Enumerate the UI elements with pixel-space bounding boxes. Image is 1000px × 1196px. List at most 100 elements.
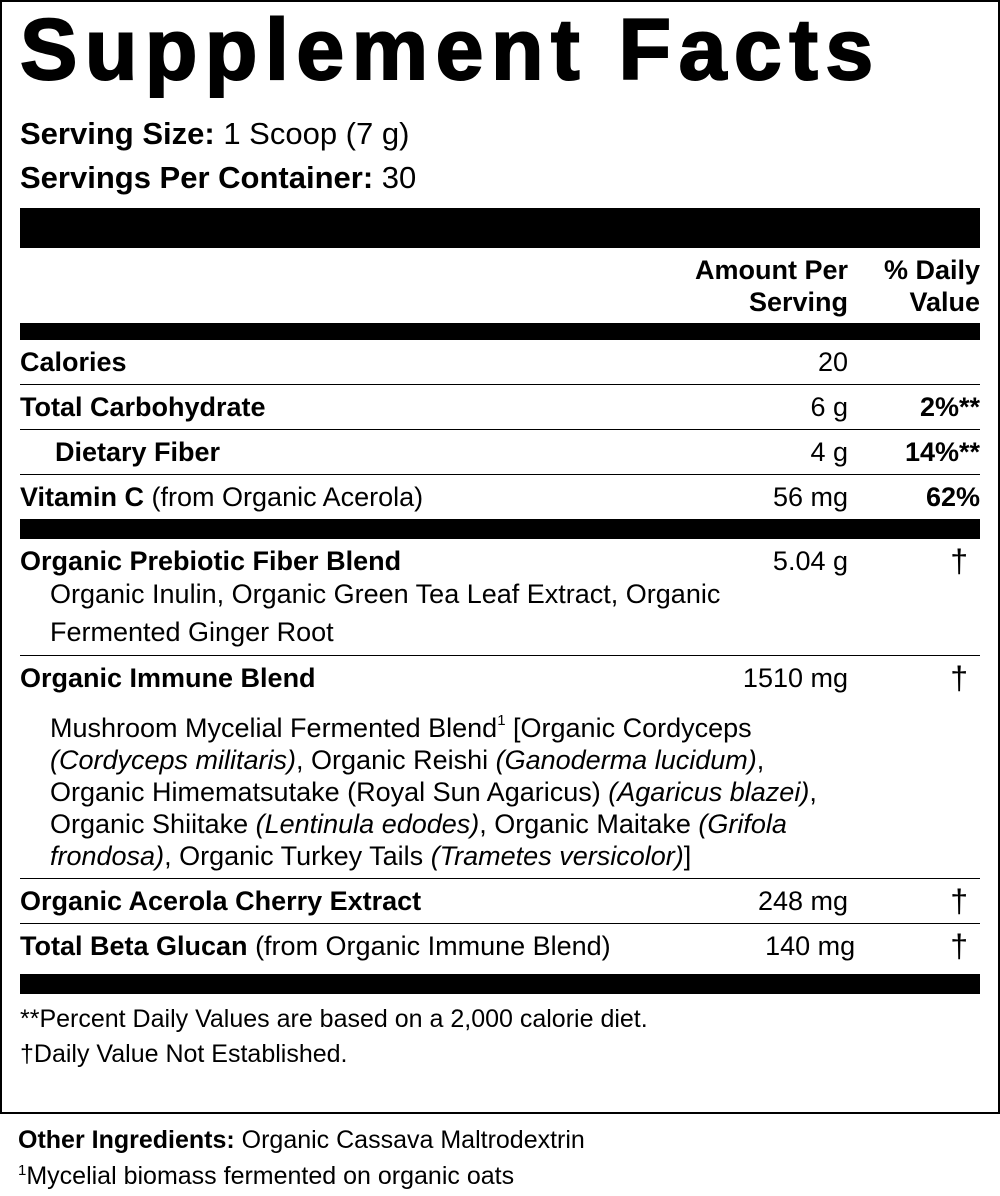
daily-value: 2%**: [848, 385, 980, 429]
amount-value: 6 g: [810, 392, 848, 422]
nutrient-list: Calories 20 Total Carbohydrate 6 g 2%** Dieta…: [20, 340, 980, 519]
daily-value-text: †: [950, 660, 968, 696]
blend-list: Organic Prebiotic Fiber Blend 5.04 g † Orga…: [20, 539, 980, 968]
row: Calories 20: [20, 340, 980, 384]
footnote-text: Mycelial biomass fermented on organic oa…: [26, 1162, 515, 1190]
servings-per-container: Servings Per Container: 30: [20, 156, 980, 200]
row: Vitamin C (from Organic Acerola) 56 mg 62%: [20, 474, 980, 519]
name-cell: Vitamin C (from Organic Acerola): [20, 475, 588, 519]
thick-rule: [20, 974, 980, 994]
nutrient-name: Vitamin C: [20, 482, 145, 512]
nutrient-name: Organic Immune Blend: [20, 663, 316, 693]
amount: 1510 mg: [588, 656, 848, 700]
servings-value: 30: [381, 160, 417, 195]
row: Organic Immune Blend 1510 mg †: [20, 656, 980, 700]
nutrient-name: Total Beta Glucan: [20, 931, 248, 961]
description-text: Organic Himematsutake (Royal Sun Agaricu…: [50, 777, 609, 807]
servings-label: Servings Per Container:: [20, 160, 374, 195]
daily-value: †: [855, 924, 980, 968]
description-line: Mushroom Mycelial Fermented Blend1 [Orga…: [50, 712, 980, 744]
name-cell: Organic Immune Blend: [20, 656, 588, 700]
description-text: (Grifola: [698, 809, 787, 839]
other-ingredients: Other Ingredients: Organic Cassava Maltr…: [18, 1122, 585, 1158]
name-cell: Total Beta Glucan (from Organic Immune B…: [20, 924, 611, 968]
footnote-marker: 1: [18, 1162, 27, 1179]
blend: Organic Acerola Cherry Extract 248 mg †: [20, 878, 980, 923]
description-line: (Cordyceps militaris), Organic Reishi (G…: [50, 744, 980, 776]
row: Dietary Fiber 4 g 14%**: [20, 429, 980, 474]
description-text: Fermented Ginger Root: [50, 617, 334, 647]
header-line: % Daily: [883, 254, 980, 285]
nutrient-name: Total Carbohydrate: [20, 392, 266, 422]
description-text: ,: [756, 745, 765, 775]
amount-value: 248 mg: [757, 886, 848, 916]
nutrient-name: Organic Acerola Cherry Extract: [20, 886, 422, 916]
amount-value: 20: [817, 347, 848, 377]
thick-rule: [20, 323, 980, 340]
footnotes: **Percent Daily Values are based on a 2,…: [20, 1002, 980, 1072]
blend: Organic Immune Blend 1510 mg † Mushroom Myc…: [20, 655, 980, 878]
header-line: Value: [909, 286, 980, 317]
description-text: , Organic Turkey Tails: [164, 841, 431, 871]
amount-value: 1510 mg: [742, 663, 848, 693]
nutrient-note: (from Organic Acerola): [151, 482, 424, 512]
amount-value: 140 mg: [765, 931, 856, 961]
header-line: Amount Per: [694, 254, 848, 285]
description-text: (Cordyceps militaris): [50, 745, 297, 775]
description-text: (Agaricus blazei): [608, 777, 810, 807]
amount: 5.04 g: [588, 539, 848, 583]
daily-value-text: †: [950, 883, 968, 919]
row: Total Beta Glucan (from Organic Immune B…: [20, 924, 980, 968]
daily-value: †: [848, 539, 980, 583]
description-text: (Ganoderma lucidum): [495, 745, 757, 775]
description-text: Organic Inulin, Organic Green Tea Leaf E…: [50, 579, 721, 609]
daily-value: [848, 340, 980, 384]
nutrient-name: Dietary Fiber: [55, 437, 221, 467]
amount-value: 56 mg: [772, 482, 848, 512]
daily-value: 62%: [848, 475, 980, 519]
description-text: , Organic Reishi: [296, 745, 496, 775]
title: Supplement Facts: [19, 2, 881, 98]
row: Organic Prebiotic Fiber Blend 5.04 g †: [20, 539, 980, 583]
nutrient-name: Organic Prebiotic Fiber Blend: [20, 546, 402, 576]
description-text: (Trametes versicolor): [430, 841, 684, 871]
serving-size: Serving Size: 1 Scoop (7 g): [20, 112, 980, 156]
description-line: Fermented Ginger Root: [50, 613, 980, 651]
amount: 4 g: [588, 430, 848, 474]
header-line: Serving: [748, 286, 848, 317]
footnote: **Percent Daily Values are based on a 2,…: [20, 1005, 648, 1033]
thick-rule: [20, 519, 980, 539]
amount: 6 g: [588, 385, 848, 429]
description-text: [Organic Cordyceps: [505, 713, 752, 743]
amount-value: 4 g: [810, 437, 848, 467]
daily-value-header: % Daily Value: [848, 254, 980, 318]
daily-value-text: †: [950, 928, 968, 964]
row: Total Carbohydrate 6 g 2%**: [20, 384, 980, 429]
other-ingredients-label: Other Ingredients:: [18, 1126, 235, 1154]
description-line: Organic Inulin, Organic Green Tea Leaf E…: [50, 575, 980, 613]
column-header: Amount Per Serving % Daily Value: [20, 248, 980, 323]
serving-size-label: Serving Size:: [20, 116, 215, 151]
description-text: Mushroom Mycelial Fermented Blend: [50, 713, 498, 743]
daily-value-text: 2%**: [919, 392, 980, 422]
blend-description: Organic Inulin, Organic Green Tea Leaf E…: [20, 575, 980, 655]
blend-description: Mushroom Mycelial Fermented Blend1 [Orga…: [20, 712, 980, 878]
description-line: frondosa), Organic Turkey Tails (Tramete…: [50, 840, 980, 872]
name-cell: Organic Acerola Cherry Extract: [20, 879, 588, 923]
description-line: Organic Himematsutake (Royal Sun Agaricu…: [50, 776, 980, 808]
amount: 20: [588, 340, 848, 384]
blend: Organic Prebiotic Fiber Blend 5.04 g † Orga…: [20, 539, 980, 655]
description-text: ,: [809, 777, 817, 807]
daily-value-text: 14%**: [904, 437, 980, 467]
daily-value-text: 62%: [925, 482, 980, 512]
amount: 140 mg: [611, 924, 855, 968]
other-ingredients-value: Organic Cassava Maltrodextrin: [241, 1126, 585, 1154]
name-cell: Organic Prebiotic Fiber Blend: [20, 539, 588, 583]
amount: 56 mg: [588, 475, 848, 519]
ingredient-footnote: 1Mycelial biomass fermented on organic o…: [18, 1158, 585, 1194]
name-cell: Calories: [20, 340, 588, 384]
description-text: Organic Shiitake: [50, 809, 256, 839]
description-text: , Organic Maitake: [479, 809, 699, 839]
thick-rule: [20, 208, 980, 248]
